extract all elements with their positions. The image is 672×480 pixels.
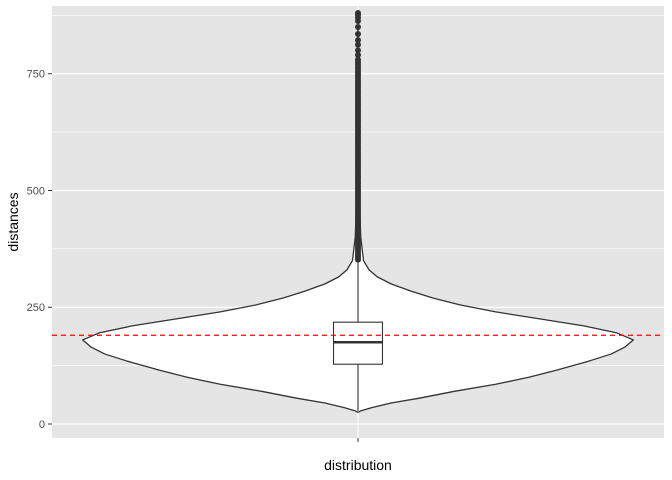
x-axis-title: distribution (324, 457, 392, 473)
y-tick-label: 750 (27, 69, 45, 81)
boxplot-layer (332, 260, 384, 411)
outlier-point (355, 31, 361, 38)
outlier-point (355, 47, 361, 54)
outlier-point (355, 10, 361, 17)
outlier-point (355, 52, 361, 59)
outlier-points (355, 10, 361, 263)
outlier-point (355, 41, 361, 48)
outlier-point (355, 37, 361, 44)
y-axis-title: distances (5, 192, 21, 251)
y-tick-label: 250 (27, 302, 45, 314)
outlier-point (355, 56, 361, 63)
y-tick-label: 0 (39, 419, 45, 431)
y-tick-label: 500 (27, 185, 45, 197)
y-axis: 0 250 500 750 (27, 69, 52, 431)
outlier-point (355, 24, 361, 31)
